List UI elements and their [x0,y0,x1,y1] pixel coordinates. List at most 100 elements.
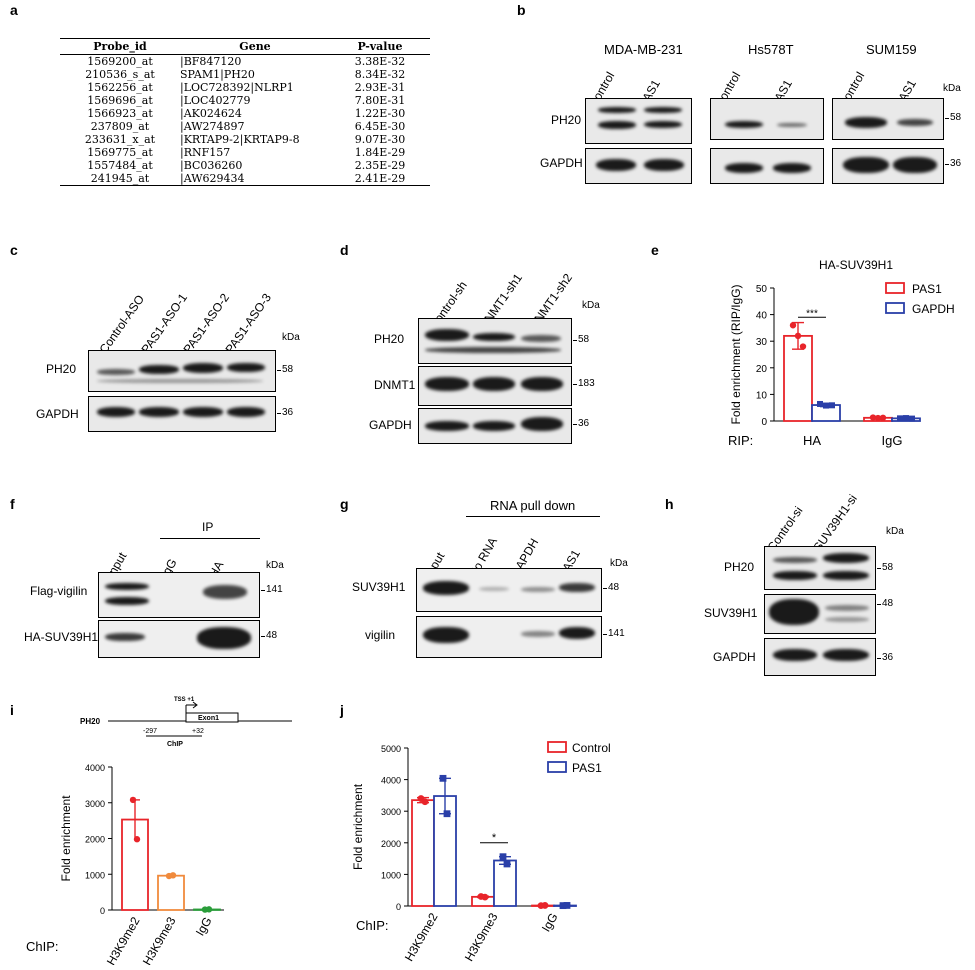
exon1-label: Exon1 [198,715,219,722]
probe-id-cell: 233631_x_at [84,133,156,146]
row-label-ph20: PH20 [46,362,77,376]
x-category-label: HA [803,433,821,448]
ph20-promoter-schematic: PH20 Exon1 TSS +1 -297 +32 ChIP [80,697,292,748]
blot-strip [764,546,876,590]
legend-swatch [547,741,567,753]
data-point [874,414,882,422]
panel-letter-f: f [10,496,15,512]
data-point [443,810,451,818]
gene-cell: |LOC728392|NLRP1 [180,81,294,94]
row-label-gapdh: GAPDH [540,156,583,170]
lane-label: SUV39H1-si [810,491,860,554]
kda-marker: 36 [876,652,894,663]
gene-cell: |AW274897 [180,120,245,133]
row-label-gapdh: GAPDH [36,407,79,421]
y-tick-label: 2000 [381,839,401,849]
table-row: 1569775_at |RNF157 1.84E-29 [60,146,430,159]
kda-marker: 36 [572,418,590,429]
row-label-ph20: PH20 [551,113,582,127]
kda-marker: 48 [876,598,894,609]
kda-marker: 58 [276,364,294,375]
data-point [439,774,447,782]
data-point [169,872,177,879]
kda-unit-label: kDa [886,526,904,537]
kda-marker: 183 [573,378,595,389]
data-point [563,902,571,909]
data-point [799,343,807,350]
schematic-gene-label: PH20 [80,717,101,726]
gene-cell: |KRTAP9-2|KRTAP9-8 [180,133,300,146]
table-row: 1557484_at |BC036260 2.35E-29 [60,159,430,172]
probe-table: Probe_id Gene P-value 1569200_at |BF84712… [60,38,430,186]
kda-marker: 141 [261,584,283,595]
data-point [421,798,429,806]
kda-marker: 58 [944,112,962,123]
chip-end-label: +32 [192,728,204,735]
table-header-row: Probe_id Gene P-value [60,38,430,55]
data-point [129,796,137,804]
blot-strip [832,98,944,140]
blot-strip [416,616,602,658]
kda-marker: 48 [602,582,620,593]
probe-id-cell: 237809_at [90,120,150,133]
x-prefix-label: ChIP: [356,918,389,933]
blot-strip [764,638,876,676]
blot-strip [418,366,572,406]
y-tick-label: 20 [756,364,768,375]
y-tick-label: 0 [761,417,767,428]
row-label-ph20: PH20 [374,332,405,346]
row-label-gapdh: GAPDH [369,418,412,432]
bar [157,874,185,911]
table-row: 1569200_at |BF847120 3.38E-32 [60,55,430,69]
probe-id-cell: 1569696_at [87,94,153,107]
table-row: 210536_s_at SPAM1|PH20 8.34E-32 [60,68,430,81]
panel-letter-h: h [665,496,674,512]
pvalue-cell: 6.45E-30 [354,120,406,133]
x-category-label: H3K9me3 [462,910,501,963]
blot-strip [710,98,824,140]
exon1-box [185,712,239,723]
x-prefix-label: RIP: [728,433,753,448]
probe-id-cell: 1557484_at [87,159,153,172]
x-category-label: IgG [539,911,561,935]
blot-strip [764,594,876,634]
blot-strip [585,148,692,184]
table-row: 1562256_at |LOC728392|NLRP1 2.93E-31 [60,81,430,94]
probe-id-cell: 1566923_at [87,107,153,120]
col-header-pvalue: P-value [330,38,430,55]
y-tick-label: 40 [756,311,768,322]
blot-strip [585,98,692,144]
data-point [879,414,887,422]
data-point [559,902,567,910]
gene-cell: |BC036260 [180,159,243,172]
blot-strip [98,572,260,618]
pvalue-cell: 2.35E-29 [354,159,406,172]
gene-cell: SPAM1|PH20 [180,68,255,81]
cell-line-sum159: SUM159 [866,42,917,57]
probe-id-cell: 210536_s_at [85,68,155,81]
data-point [909,415,915,422]
legend-swatch [885,302,905,314]
ip-line [160,538,260,539]
data-point [133,836,141,843]
y-tick-label: 3000 [85,799,105,809]
row-label-dnmt1: DNMT1 [374,378,416,392]
gene-cell: |BF847120 [180,55,242,68]
gene-cell: |RNF157 [180,146,231,159]
blot-strip [832,148,944,184]
row-label-flag-vigilin: Flag-vigilin [30,584,88,598]
ip-label: IP [202,520,214,534]
y-axis-label: Fold enrichment [59,795,73,882]
kda-unit-label: kDa [582,300,600,311]
y-tick-label: 4000 [85,763,105,773]
pvalue-cell: 8.34E-32 [354,68,406,81]
table-row: 1566923_at |AK024624 1.22E-30 [60,107,430,120]
blot-strip [418,318,572,364]
pvalue-cell: 9.07E-30 [354,133,406,146]
y-tick-label: 10 [756,390,768,401]
blot-strip [98,620,260,658]
legend-label: Control [572,741,611,755]
y-tick-label: 2000 [85,835,105,845]
y-axis-label: Fold enrichment (RIP/IgG) [729,284,743,424]
data-point [541,902,549,909]
